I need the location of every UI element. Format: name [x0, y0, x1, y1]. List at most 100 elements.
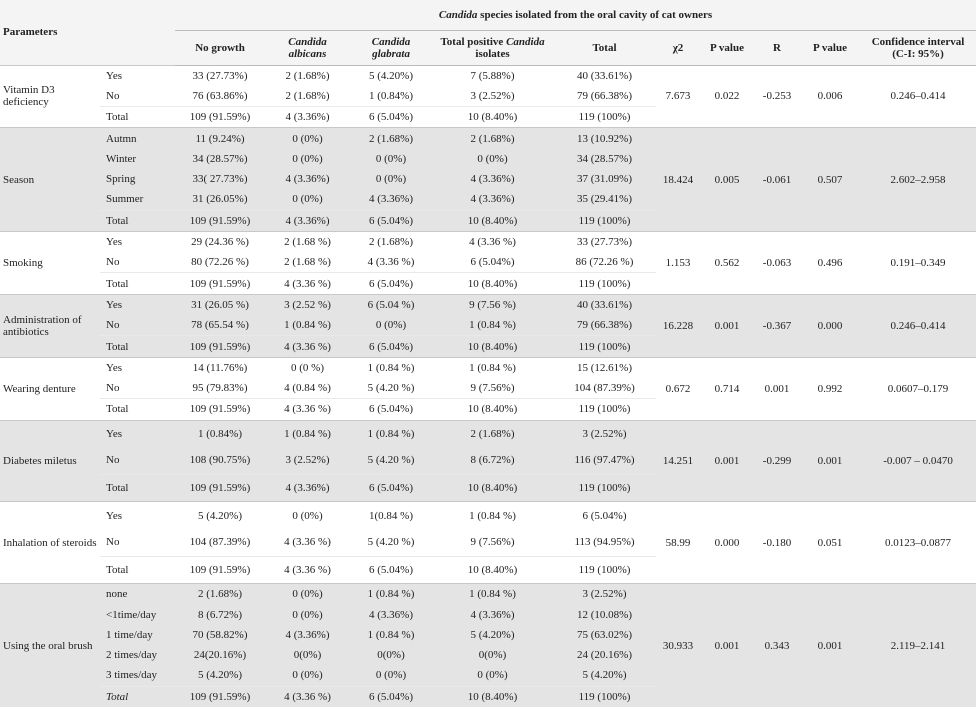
cell: 5 (4.20%) [350, 65, 432, 86]
cell: 6 (5.04%) [350, 398, 433, 421]
cell-text: Yes [106, 69, 123, 82]
stat-cell: 0.001 [700, 294, 755, 358]
column-label-part: albicans [288, 47, 327, 60]
stat-cell: 0.246–0.414 [860, 294, 976, 358]
stat-cell: 0.000 [800, 294, 861, 358]
data-row: Wearing denture Yes 14 (11.76%) 0 (0 %) 1 (0… [0, 357, 976, 395]
cell: 10 (8.40%) [432, 209, 554, 232]
cell: 1 (0.84 %) [432, 357, 553, 378]
cell-text: 4 (3.36 %) [284, 563, 331, 576]
row-label: Spring [100, 168, 176, 190]
cell: 0 (0%) [265, 665, 351, 687]
cell: 0 (0%) [432, 148, 554, 169]
cell-text: 9 (7.56%) [470, 536, 515, 549]
cell: 4 (3.36 %) [350, 252, 432, 273]
data-row: No 80 (72.26 %) 2 (1.68 %) 4 (3.36 %) 6 (5.0… [0, 252, 976, 273]
group: Vitamin D3 deficiency Yes 33 (27.73%) 2 (1.… [0, 65, 976, 128]
cell: 4 (3.36%) [432, 189, 554, 211]
cell-text: 113 (94.95%) [574, 536, 635, 549]
cell-text: 1 (0.84 %) [367, 628, 415, 641]
cell: 1 (0.84 %) [350, 357, 432, 378]
cell: 2 (1.68 %) [265, 252, 350, 273]
group: Diabetes miletus Yes 1 (0.84%) 1 (0.84 %) 1 … [0, 420, 976, 502]
row-label-text: Total [106, 690, 129, 703]
cell: 5 (4.20%) [553, 665, 657, 687]
cell-text: 2 (1.68 %) [284, 256, 331, 269]
cell-text: 109 (91.59%) [189, 214, 251, 227]
data-row: Total 109 (91.59%) 4 (3.36%) 6 (5.04%) 10 (8… [0, 473, 976, 502]
cell: 109 (91.59%) [175, 209, 266, 232]
cell-text: 2 (1.68%) [285, 69, 330, 82]
cell: 0 (0%) [265, 583, 351, 605]
cell-text: 104 (87.39%) [574, 382, 635, 395]
cell-text: 2 (1.68 %) [284, 236, 331, 249]
row-label: <1time/day [100, 604, 176, 625]
cell-text: 116 (97.47%) [574, 454, 635, 467]
cell-text: 10 (8.40%) [467, 111, 518, 124]
data-row: 3 times/day 5 (4.20%) 0 (0%) 0 (0%) 0 (0%) 5 … [0, 665, 976, 687]
cell: 109 (91.59%) [175, 473, 266, 502]
cell: 6 (5.04%) [350, 335, 433, 358]
cell: 119 (100%) [553, 685, 657, 707]
cell-text: 109 (91.59%) [189, 690, 251, 703]
span-title-italic: Candida [438, 8, 478, 21]
column-label: Candida glabrata [372, 36, 411, 60]
data-row: Total 109 (91.59%) 4 (3.36 %) 6 (5.04%) 10 (… [0, 555, 976, 584]
cell-text: 78 (65.54 %) [191, 319, 249, 332]
cell-text: 6 (5.04%) [369, 563, 414, 576]
cell-text: 10 (8.40%) [467, 214, 518, 227]
parameter-name: Administration of antibiotics [0, 294, 100, 358]
cell: 0 (0%) [265, 148, 351, 169]
cell: 10 (8.40%) [432, 685, 554, 707]
cell-text: 5 (4.20%) [582, 669, 627, 682]
cell: 8 (6.72%) [432, 447, 554, 475]
stat-cell: 0.714 [714, 382, 740, 395]
cell-text: 4 (3.36 %) [284, 340, 331, 353]
cell-text: Yes [106, 298, 123, 311]
row-label: No [100, 529, 175, 556]
cell-text: 6 (5.04%) [369, 690, 414, 703]
cell-text: 0 (0%) [375, 669, 407, 682]
cell: 10 (8.40%) [432, 555, 554, 584]
stat-cell: -0.063 [762, 256, 792, 269]
data-row: Diabetes miletus Yes 1 (0.84%) 1 (0.84 %) 1 … [0, 420, 976, 502]
cell-text: 10 (8.40%) [467, 563, 518, 576]
data-row: Total 109 (91.59%) 4 (3.36%) 6 (5.04%) 10 (8… [0, 209, 976, 232]
cell: 2 (1.68%) [175, 583, 266, 605]
header-row: No growth Candida albicans Candida glabrata T… [0, 30, 976, 66]
parameters-header: Parameters [0, 0, 176, 65]
column-label-part: Candida [371, 35, 411, 48]
row-label: Autmn [100, 127, 176, 149]
cell-text: 1 (0.84 %) [367, 427, 415, 440]
cell: 4 (3.36%) [432, 604, 554, 625]
row-label: Yes [100, 502, 175, 529]
cell: 24(20.16%) [175, 645, 266, 666]
cell-text: No [106, 536, 120, 549]
stat-cell: 0.0123–0.0877 [885, 536, 952, 549]
cell: 108 (90.75%) [175, 447, 266, 475]
cell-text: 0 (0%) [292, 608, 323, 621]
data-row: Administration of antibiotics Yes 31 (26.0… [0, 294, 976, 358]
data-row: No 76 (63.86%) 2 (1.68%) 1 (0.84%) 3 (2.52%)… [0, 86, 976, 107]
cell-text: 3 (2.52 %) [284, 298, 331, 311]
row-label: Yes [100, 294, 176, 316]
cell-text: 0 (0%) [292, 588, 323, 601]
cell: 75 (63.02%) [553, 624, 657, 645]
cell-text: 1 (0.84 %) [284, 427, 331, 440]
cell: 40 (33.61%) [553, 294, 657, 316]
stat-cell: 0.001 [800, 420, 861, 502]
stat-cell: 0.191–0.349 [890, 256, 946, 269]
column-label-part: isolates [475, 47, 510, 60]
parameter-name: Smoking [3, 256, 43, 269]
cell-text: 0(0%) [377, 649, 405, 662]
cell: 9 (7.56 %) [432, 294, 554, 316]
cell-text: 11 (9.24%) [195, 132, 245, 145]
stat-cell: 0.562 [714, 256, 740, 269]
cell: 0(0%) [350, 645, 433, 666]
cell-text: 109 (91.59%) [189, 277, 251, 290]
cell: 14 (11.76%) [175, 357, 265, 378]
cell-text: No [106, 319, 120, 332]
data-row: No 95 (79.83%) 4 (0.84 %) 5 (4.20 %) 9 (7.56… [0, 378, 976, 399]
cell-text: 33( 27.73%) [192, 173, 248, 186]
